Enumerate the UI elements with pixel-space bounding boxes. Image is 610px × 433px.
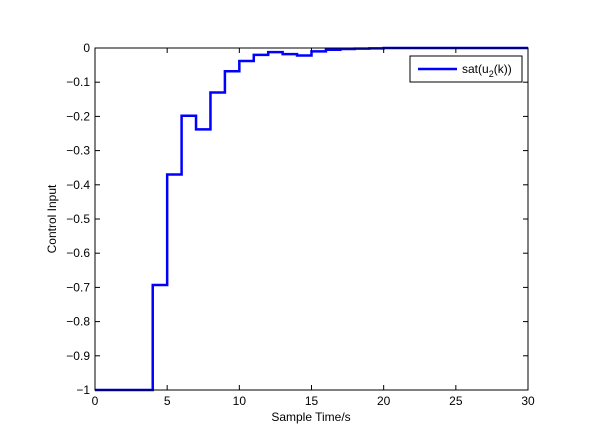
legend: sat(u2(k)) (409, 55, 523, 83)
series-point (195, 128, 197, 130)
series-point (267, 51, 269, 53)
series-point (296, 54, 298, 57)
y-tick-label: 0 (83, 41, 90, 55)
y-tick-label: −0.4 (66, 178, 90, 192)
series-point (224, 70, 226, 72)
x-tick-label: 30 (521, 394, 535, 408)
x-tick-label: 20 (377, 394, 391, 408)
y-tick-label: −1 (76, 383, 90, 397)
y-tick-label: −0.2 (66, 109, 90, 123)
x-tick-label: 10 (233, 394, 247, 408)
y-axis-title: Control Input (45, 184, 59, 253)
legend-label-subscript: 2 (489, 69, 494, 79)
x-tick-label: 25 (449, 394, 463, 408)
legend-box (409, 55, 523, 83)
y-tick-label: −0.1 (66, 75, 90, 89)
x-tick-label: 5 (164, 394, 171, 408)
series-point (152, 284, 154, 286)
legend-label-tail: (k)) (494, 62, 512, 76)
series-point (238, 60, 240, 62)
tick-label-layer: 0 5 10 15 20 25 30 0 −0.1 −0.2 −0.3 −0.4 −0.5 −0.6 −0.… (66, 41, 535, 408)
y-tick-label: −0.7 (66, 280, 90, 294)
tick-layer (94, 47, 529, 391)
series-point (339, 48, 341, 50)
y-tick-label: −0.8 (66, 315, 90, 329)
plot-area (95, 48, 528, 390)
series-point (181, 115, 183, 117)
series-point (166, 173, 168, 176)
y-tick-label: −0.6 (66, 246, 90, 260)
y-tick-label: −0.3 (66, 144, 90, 158)
x-axis-title: Sample Time/s (271, 410, 350, 424)
legend-label-main: sat(u (462, 62, 489, 76)
series-point (282, 53, 284, 55)
y-tick-label: −0.5 (66, 212, 90, 226)
x-tick-label: 15 (305, 394, 319, 408)
y-tick-label: −0.9 (66, 349, 90, 363)
series-point (253, 54, 255, 56)
x-tick-label: 0 (92, 394, 99, 408)
series-point (209, 91, 212, 94)
series-point (325, 49, 327, 51)
legend-label: sat(u2(k)) (462, 62, 512, 79)
